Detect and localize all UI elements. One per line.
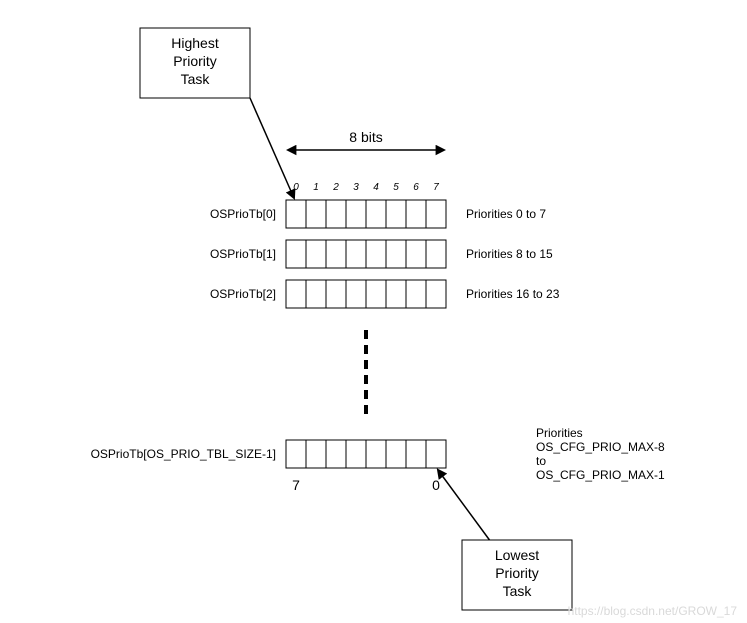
row-label-0: OSPrioTb[0]	[210, 207, 276, 221]
last-priority-line-2: to	[536, 454, 546, 468]
bitmap-cell	[406, 440, 426, 468]
bit-num-5: 5	[393, 182, 399, 193]
bitmap-cell	[346, 200, 366, 228]
bitmap-cell	[406, 280, 426, 308]
bitmap-cell	[406, 200, 426, 228]
bitmap-cell	[306, 240, 326, 268]
bitmap-cell	[326, 440, 346, 468]
priority-range-2: Priorities 16 to 23	[466, 287, 560, 301]
bitmap-cell	[366, 200, 386, 228]
rows: OSPrioTb[0] Priorities 0 to 7 OSPrioTb[1] P…	[210, 200, 560, 308]
row-label-1: OSPrioTb[1]	[210, 247, 276, 261]
ellipsis-dash	[364, 330, 368, 339]
bitmap-cell	[426, 280, 446, 308]
bitmap-cell	[386, 240, 406, 268]
priority-range-0: Priorities 0 to 7	[466, 207, 546, 221]
bitmap-cell	[366, 240, 386, 268]
bitmap-cell	[306, 280, 326, 308]
ellipsis-dashes	[364, 330, 368, 414]
ellipsis-dash	[364, 390, 368, 399]
ellipsis-dash	[364, 360, 368, 369]
ellipsis-dash	[364, 345, 368, 354]
bitmap-cell	[426, 200, 446, 228]
bitmap-cell	[286, 280, 306, 308]
ellipsis-dash	[364, 375, 368, 384]
highest-line2: Priority	[173, 53, 217, 69]
lowest-line3: Task	[503, 583, 533, 599]
bit-num-2: 2	[332, 182, 339, 193]
bitmap-cell	[326, 240, 346, 268]
bits-label: 8 bits	[349, 129, 382, 145]
top-arrow	[250, 98, 294, 198]
bitmap-cell	[306, 200, 326, 228]
last-priority-line-1: OS_CFG_PRIO_MAX-8	[536, 440, 665, 454]
highest-line1: Highest	[171, 35, 219, 51]
bit-numbers: 0 1 2 3 4 5 6 7	[293, 182, 439, 193]
bitmap-cell	[386, 280, 406, 308]
bit-num-1: 1	[313, 182, 319, 193]
lowest-line1: Lowest	[495, 547, 539, 563]
bitmap-cell	[306, 440, 326, 468]
bitmap-cell	[286, 200, 306, 228]
bitmap-cell	[326, 280, 346, 308]
bitmap-cell	[406, 240, 426, 268]
bit-num-6: 6	[413, 182, 419, 193]
bitmap-cell	[346, 280, 366, 308]
last-priority-line-3: OS_CFG_PRIO_MAX-1	[536, 468, 665, 482]
lowest-line2: Priority	[495, 565, 539, 581]
bitmap-cell	[386, 440, 406, 468]
ellipsis-dash	[364, 405, 368, 414]
bit-num-7: 7	[433, 182, 439, 193]
bit-num-3: 3	[353, 182, 359, 193]
bottom-right-num: 0	[432, 477, 440, 493]
last-priority-line-0: Priorities	[536, 426, 583, 440]
bitmap-cell	[426, 440, 446, 468]
bitmap-cell	[386, 200, 406, 228]
bitmap-cell	[286, 440, 306, 468]
bottom-left-num: 7	[292, 477, 300, 493]
bitmap-cell	[346, 240, 366, 268]
priority-range-1: Priorities 8 to 15	[466, 247, 553, 261]
last-row-label: OSPrioTb[OS_PRIO_TBL_SIZE-1]	[91, 447, 276, 461]
bitmap-cell	[326, 200, 346, 228]
bitmap-cell	[286, 240, 306, 268]
last-row: OSPrioTb[OS_PRIO_TBL_SIZE-1]PrioritiesOS…	[91, 426, 665, 482]
highest-line3: Task	[181, 71, 211, 87]
bit-num-4: 4	[373, 182, 379, 193]
row-label-2: OSPrioTb[2]	[210, 287, 276, 301]
bitmap-cell	[366, 440, 386, 468]
bitmap-cell	[366, 280, 386, 308]
bitmap-cell	[426, 240, 446, 268]
bit-num-0: 0	[293, 182, 299, 193]
bottom-arrow	[438, 470, 490, 540]
bitmap-cell	[346, 440, 366, 468]
watermark: https://blog.csdn.net/GROW_17	[568, 604, 738, 618]
